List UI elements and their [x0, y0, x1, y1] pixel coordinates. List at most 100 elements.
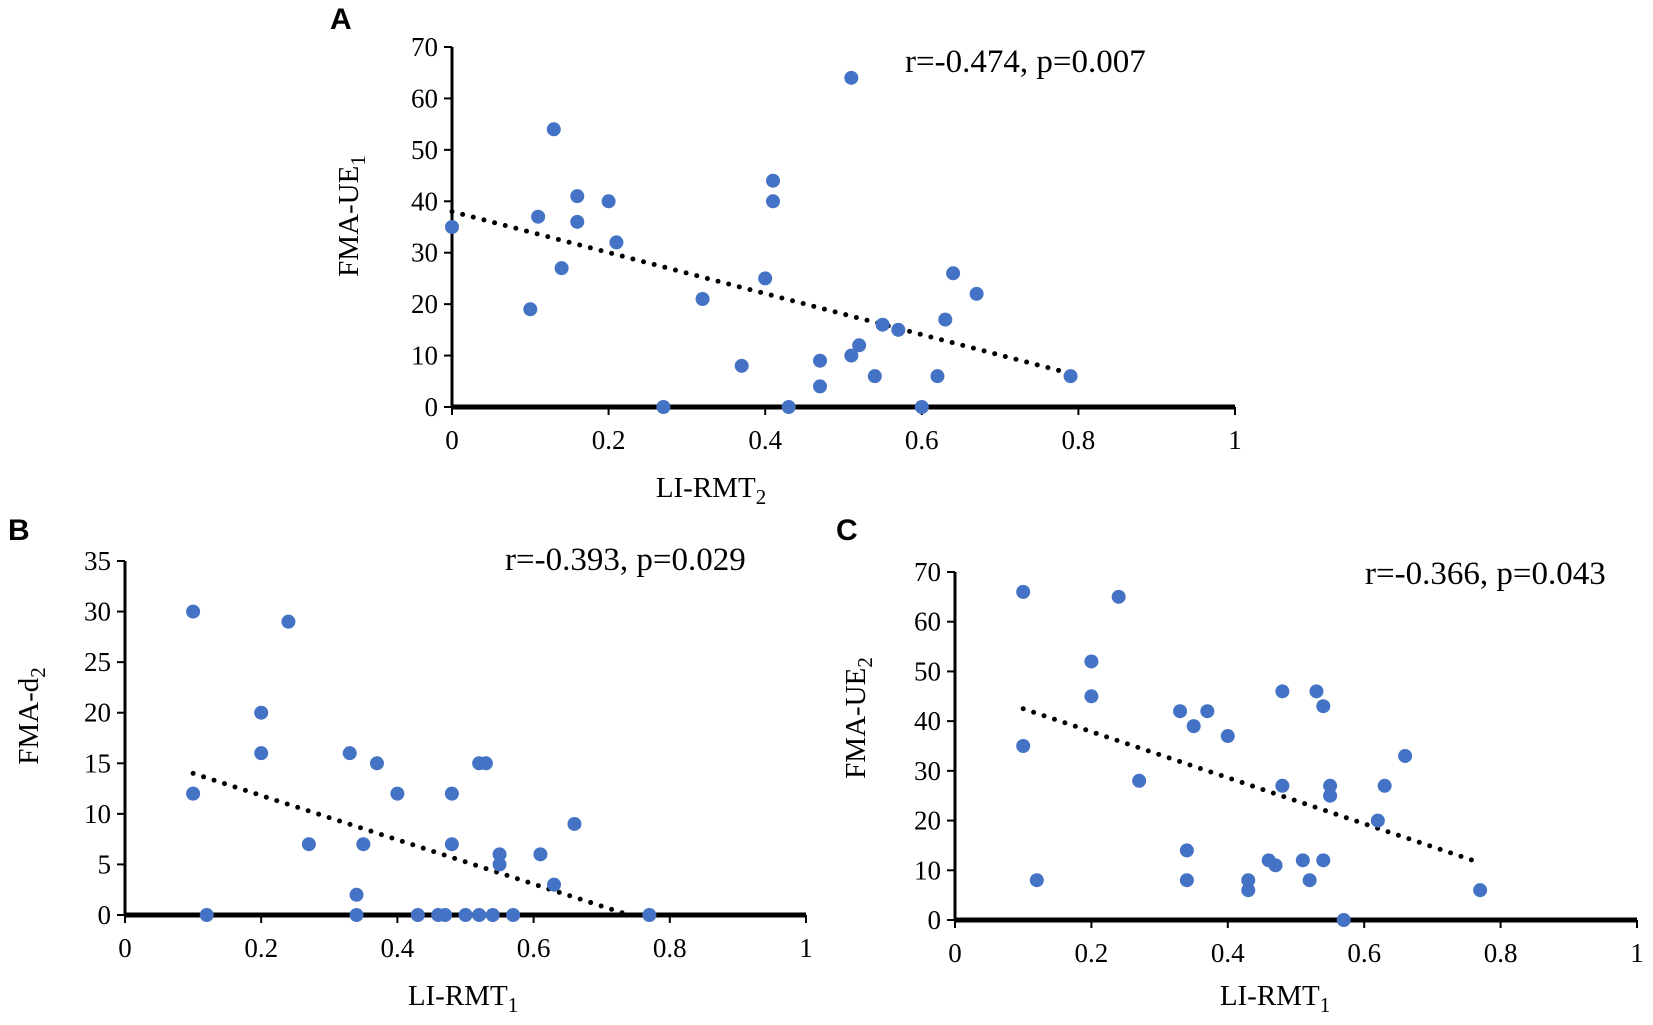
- y-tick-label: 0: [928, 905, 942, 935]
- data-point: [1063, 369, 1078, 384]
- x-tick-label: 0.2: [244, 933, 278, 963]
- data-point: [1241, 873, 1256, 888]
- data-point: [766, 194, 781, 209]
- data-point: [458, 908, 473, 922]
- data-point: [547, 877, 562, 892]
- x-tick-label: 0.2: [1075, 938, 1109, 968]
- data-point: [867, 369, 882, 384]
- trend-line: [1020, 706, 1483, 866]
- data-point: [472, 908, 487, 922]
- y-tick-label: 60: [411, 83, 438, 113]
- data-point: [1186, 719, 1201, 734]
- data-point: [1323, 778, 1338, 793]
- data-point: [410, 908, 425, 922]
- y-tick-label: 10: [84, 799, 111, 829]
- y-tick-label: 50: [914, 656, 941, 686]
- data-point: [601, 194, 616, 209]
- data-point: [852, 338, 867, 353]
- data-point: [695, 292, 710, 306]
- data-point: [349, 908, 364, 922]
- data-point: [1275, 778, 1290, 793]
- data-point: [438, 908, 453, 922]
- y-tick-label: 30: [411, 238, 438, 268]
- data-point: [342, 746, 357, 761]
- data-point: [1302, 873, 1317, 888]
- data-point: [930, 369, 945, 384]
- data-point: [492, 847, 507, 862]
- x-axis-label: LI-RMT1: [408, 980, 518, 1017]
- y-tick-label: 20: [914, 806, 941, 836]
- y-tick-label: 40: [411, 186, 438, 216]
- data-point: [546, 122, 561, 137]
- data-point: [444, 837, 459, 852]
- x-axis-label: LI-RMT1: [1220, 980, 1330, 1017]
- data-point: [254, 746, 269, 761]
- data-point: [523, 302, 538, 317]
- data-point: [356, 837, 371, 852]
- y-tick-label: 10: [914, 855, 941, 885]
- data-point: [531, 209, 546, 224]
- x-tick-label: 0: [948, 938, 962, 968]
- data-point: [1309, 684, 1324, 699]
- data-point: [492, 857, 507, 872]
- y-tick-label: 25: [84, 647, 111, 677]
- data-point: [609, 235, 624, 250]
- panel-c: C r=-0.366, p=0.043 LI-RMT1 FMA-UE2 0102…: [836, 514, 1644, 1017]
- y-tick-label: 60: [914, 607, 941, 637]
- x-tick-label: 0: [445, 425, 459, 455]
- y-tick-label: 30: [84, 597, 111, 627]
- x-tick-label: 0: [118, 933, 132, 963]
- data-point: [813, 379, 828, 394]
- data-point: [1084, 689, 1099, 704]
- data-point: [1268, 858, 1283, 873]
- y-tick-label: 5: [98, 849, 112, 879]
- y-tick-label: 70: [411, 32, 438, 62]
- y-axis-label: FMA-d2: [13, 667, 50, 765]
- x-tick-label: 1: [1228, 425, 1242, 455]
- data-point: [1323, 788, 1338, 803]
- data-point: [186, 604, 201, 619]
- data-point: [1370, 813, 1385, 828]
- y-axis-label: FMA-UE2: [840, 657, 877, 779]
- y-tick-label: 40: [914, 706, 941, 736]
- data-point: [1179, 843, 1194, 858]
- data-point: [281, 614, 296, 629]
- trend-line: [190, 770, 632, 918]
- data-point: [369, 756, 384, 771]
- data-point: [186, 786, 201, 801]
- correlation-annotation: r=-0.474, p=0.007: [905, 44, 1146, 80]
- data-point: [1016, 739, 1031, 753]
- x-tick-label: 0.4: [748, 425, 782, 455]
- data-point: [1173, 704, 1188, 719]
- data-point: [254, 705, 269, 720]
- data-point: [946, 266, 961, 281]
- y-tick-label: 15: [84, 748, 111, 778]
- data-point: [1377, 778, 1392, 793]
- x-tick-label: 0.6: [905, 425, 939, 455]
- data-point: [1111, 589, 1126, 604]
- trend-line: [449, 209, 1074, 377]
- x-tick-label: 0.2: [592, 425, 626, 455]
- x-tick-label: 0.6: [1347, 938, 1381, 968]
- x-tick-label: 0.4: [1211, 938, 1245, 968]
- data-point: [445, 220, 459, 234]
- x-tick-label: 0.8: [653, 933, 687, 963]
- y-tick-label: 10: [411, 341, 438, 371]
- data-point: [844, 70, 859, 85]
- data-point: [506, 908, 521, 922]
- y-tick-label: 20: [411, 289, 438, 319]
- x-tick-label: 0.4: [381, 933, 415, 963]
- data-point: [301, 837, 316, 852]
- panel-label: A: [330, 3, 352, 36]
- data-point: [349, 887, 364, 902]
- data-point: [1275, 684, 1290, 699]
- data-point: [875, 317, 890, 332]
- data-point: [781, 400, 796, 414]
- data-point: [1241, 883, 1256, 898]
- data-point: [642, 908, 657, 922]
- data-point: [1179, 873, 1194, 888]
- y-tick-label: 0: [425, 392, 439, 422]
- data-point: [969, 286, 984, 301]
- data-point: [844, 348, 859, 363]
